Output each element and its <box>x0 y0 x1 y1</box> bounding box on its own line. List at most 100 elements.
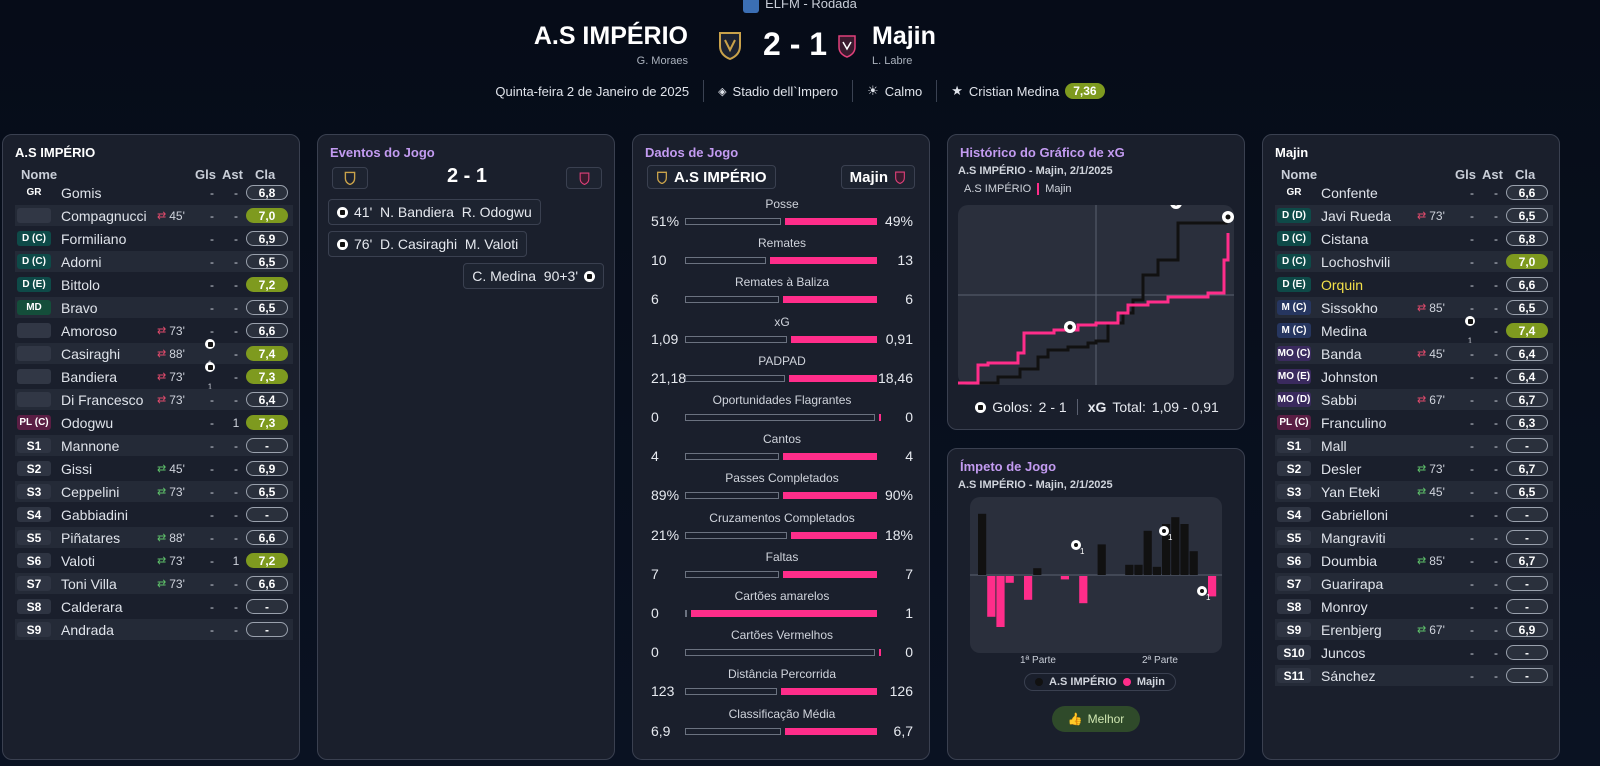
player-row[interactable]: S2 Desler ⇄ 73' - -6,7 <box>1275 458 1553 479</box>
player-name[interactable]: Di Francesco <box>61 391 144 408</box>
player-row[interactable]: D (C) Cistana - -6,8 <box>1275 228 1553 249</box>
player-name[interactable]: Orquin <box>1321 276 1364 293</box>
player-name[interactable]: Valoti <box>61 552 95 569</box>
event-item[interactable]: 41' N. Bandiera R. Odogwu <box>328 199 541 225</box>
player-name[interactable]: Bandiera <box>61 368 118 385</box>
player-name[interactable]: Bittolo <box>61 276 100 293</box>
player-name[interactable]: Sabbi <box>1321 391 1357 408</box>
competition-label[interactable]: ELFM - Rodada <box>0 0 1600 13</box>
player-name[interactable]: Confente <box>1321 184 1378 201</box>
player-row[interactable]: D (C) Formiliano - -6,9 <box>15 228 293 249</box>
player-row[interactable]: S6 Valoti ⇄ 73' - 1 7,2 <box>15 550 293 571</box>
player-name[interactable]: Johnston <box>1321 368 1378 385</box>
player-name[interactable]: Erenbjerg <box>1321 621 1382 638</box>
player-row[interactable]: S5 Mangraviti - - - <box>1275 527 1553 548</box>
player-row[interactable]: S7 Toni Villa ⇄ 73' - -6,6 <box>15 573 293 594</box>
best-button[interactable]: 👍 Melhor <box>1052 706 1140 732</box>
player-name[interactable]: Monroy <box>1321 598 1368 615</box>
event-item[interactable]: C. Medina 90+3' <box>463 263 604 289</box>
player-name[interactable]: Sánchez <box>1321 667 1376 684</box>
player-name[interactable]: Gomis <box>61 184 102 201</box>
player-row[interactable]: Amoroso ⇄ 73' - -6,6 <box>15 320 293 341</box>
player-row[interactable]: S11 Sánchez - - - <box>1275 665 1553 686</box>
col-name[interactable]: Nome <box>1281 167 1318 182</box>
player-row[interactable]: S8 Monroy - - - <box>1275 596 1553 617</box>
player-row[interactable]: S1 Mannone - - - <box>15 435 293 456</box>
player-name[interactable]: Gissi <box>61 460 93 477</box>
col-ast[interactable]: Ast <box>1482 167 1503 182</box>
player-row[interactable]: D (D) Javi Rueda ⇄ 73' - -6,5 <box>1275 205 1553 226</box>
event-item[interactable]: 76' D. Casiraghi M. Valoti <box>328 231 528 257</box>
away-manager[interactable]: L. Labre <box>872 55 913 67</box>
player-name[interactable]: Amoroso <box>61 322 118 339</box>
player-row[interactable]: MO (D) Sabbi ⇄ 67' - -6,7 <box>1275 389 1553 410</box>
player-row[interactable]: S10 Juncos - - - <box>1275 642 1553 663</box>
player-name[interactable]: Compagnucci <box>61 207 147 224</box>
man-of-the-match[interactable]: ★ Cristian Medina 7,36 <box>936 80 1118 102</box>
player-row[interactable]: S4 Gabrielloni - - - <box>1275 504 1553 525</box>
col-ast[interactable]: Ast <box>222 167 243 182</box>
player-name[interactable]: Casiraghi <box>61 345 121 362</box>
player-name[interactable]: Mannone <box>61 437 120 454</box>
player-row[interactable]: S3 Yan Eteki ⇄ 45' - -6,5 <box>1275 481 1553 502</box>
home-manager[interactable]: G. Moraes <box>636 55 688 67</box>
player-row[interactable]: S8 Calderara - - - <box>15 596 293 617</box>
player-name[interactable]: Andrada <box>61 621 114 638</box>
player-name[interactable]: Bravo <box>61 299 98 316</box>
player-name[interactable]: Lochoshvili <box>1321 253 1391 270</box>
player-name[interactable]: Odogwu <box>61 414 114 431</box>
player-row[interactable]: S1 Mall - - - <box>1275 435 1553 456</box>
player-name[interactable]: Adorni <box>61 253 102 270</box>
player-row[interactable]: Casiraghi⇄88'1-7,4 <box>15 339 293 369</box>
stadium[interactable]: ◈ Stadio dell`Impero <box>703 80 852 102</box>
player-row[interactable]: Di Francesco ⇄ 73' - -6,4 <box>15 389 293 410</box>
player-name[interactable]: Gabbiadini <box>61 506 128 523</box>
player-name[interactable]: Calderara <box>61 598 123 615</box>
player-name[interactable]: Banda <box>1321 345 1362 362</box>
player-row[interactable]: S6 Doumbia ⇄ 85' - -6,7 <box>1275 550 1553 571</box>
player-row[interactable]: D (C) Adorni - -6,5 <box>15 251 293 272</box>
player-row[interactable]: S5 Piñatares ⇄ 88' - -6,6 <box>15 527 293 548</box>
player-row[interactable]: PL (C) Franculino - -6,3 <box>1275 412 1553 433</box>
away-team-name[interactable]: Majin <box>872 22 936 50</box>
player-row[interactable]: S2 Gissi ⇄ 45' - -6,9 <box>15 458 293 479</box>
player-name[interactable]: Desler <box>1321 460 1362 477</box>
player-name[interactable]: Cistana <box>1321 230 1369 247</box>
player-row[interactable]: S4 Gabbiadini - - - <box>15 504 293 525</box>
player-name[interactable]: Mall <box>1321 437 1347 454</box>
player-row[interactable]: S3 Ceppelini ⇄ 73' - -6,5 <box>15 481 293 502</box>
player-name[interactable]: Medina <box>1321 322 1367 339</box>
player-row[interactable]: MO (C) Banda ⇄ 45' - -6,4 <box>1275 343 1553 364</box>
player-row[interactable]: D (E) Bittolo - -7,2 <box>15 274 293 295</box>
player-name[interactable]: Sissokho <box>1321 299 1378 316</box>
player-row[interactable]: Compagnucci ⇄ 45' - -7,0 <box>15 205 293 226</box>
player-name[interactable]: Ceppelini <box>61 483 120 500</box>
player-row[interactable]: GR Gomis - -6,8 <box>15 182 293 203</box>
player-name[interactable]: Mangraviti <box>1321 529 1386 546</box>
player-row[interactable]: S7 Guarirapa - - - <box>1275 573 1553 594</box>
player-name[interactable]: Guarirapa <box>1321 575 1384 592</box>
home-team-name[interactable]: A.S IMPÉRIO <box>533 22 688 50</box>
player-name[interactable]: Juncos <box>1321 644 1366 661</box>
player-name[interactable]: Javi Rueda <box>1321 207 1392 224</box>
away-crest-icon[interactable] <box>837 34 857 58</box>
player-name[interactable]: Piñatares <box>61 529 121 546</box>
player-row[interactable]: S9 Erenbjerg ⇄ 67' - -6,9 <box>1275 619 1553 640</box>
player-row[interactable]: D (C) Lochoshvili - -7,0 <box>1275 251 1553 272</box>
home-crest-icon[interactable] <box>717 30 743 60</box>
player-name[interactable]: Doumbia <box>1321 552 1378 569</box>
col-name[interactable]: Nome <box>21 167 58 182</box>
player-row[interactable]: MD Bravo - -6,5 <box>15 297 293 318</box>
player-row[interactable]: D (E) Orquin - -6,6 <box>1275 274 1553 295</box>
player-name[interactable]: Formiliano <box>61 230 127 247</box>
player-row[interactable]: Bandiera ⇄ 73' 1 -7,3 <box>15 362 293 392</box>
col-cla[interactable]: Cla <box>1515 167 1536 182</box>
col-gls[interactable]: Gls <box>195 167 216 182</box>
player-row[interactable]: MO (E) Johnston - -6,4 <box>1275 366 1553 387</box>
player-name[interactable]: Yan Eteki <box>1321 483 1380 500</box>
player-name[interactable]: Franculino <box>1321 414 1387 431</box>
player-row[interactable]: PL (C) Odogwu - 1 7,3 <box>15 412 293 433</box>
player-row[interactable]: GR Confente - -6,6 <box>1275 182 1553 203</box>
player-name[interactable]: Toni Villa <box>61 575 117 592</box>
col-cla[interactable]: Cla <box>255 167 276 182</box>
